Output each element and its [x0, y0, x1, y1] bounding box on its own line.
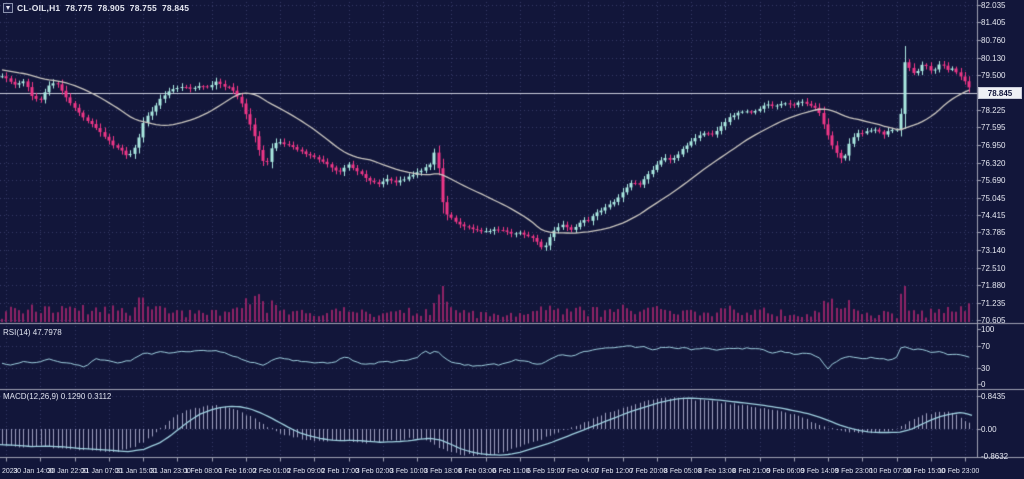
rsi-axis-label: 30 [981, 363, 990, 373]
macd-indicator-label: MACD(12,26,9) 0.1290 0.3112 [3, 392, 112, 401]
time-axis-label: 3 Feb 02:00 [355, 468, 394, 475]
rsi-axis-label: 70 [981, 341, 990, 351]
symbol-ohlc-header: CL-OIL,H1 78.775 78.905 78.755 78.845 [3, 2, 194, 13]
time-axis-label: 9 Feb 23:00 [835, 468, 873, 475]
price-axis-label: 71.880 [981, 280, 1006, 290]
time-axis-label: 30 Jan 2023 [0, 468, 18, 475]
time-axis-label: 9 Feb 06:00 [766, 468, 805, 475]
open-value: 78.775 [65, 2, 93, 13]
symbol-icon [3, 2, 13, 13]
time-axis-label: 10 Feb 23:00 [938, 468, 980, 475]
time-axis-label: 9 Feb 14:00 [801, 468, 839, 475]
price-axis-label: 73.140 [981, 246, 1006, 256]
time-axis-label: 31 Jan 07:00 [81, 468, 123, 475]
time-axis-label: 2 Feb 09:00 [287, 468, 325, 475]
low-value: 78.755 [129, 2, 157, 13]
price-axis-label: 77.595 [981, 123, 1006, 133]
time-axis-label: 2 Feb 17:00 [321, 468, 359, 475]
price-axis-label: 71.235 [981, 298, 1006, 308]
time-axis-label: 3 Feb 10:00 [390, 468, 428, 475]
price-axis-label: 76.950 [981, 141, 1006, 151]
rsi-indicator-label: RSI(14) 47.7978 [3, 328, 62, 337]
high-value: 78.905 [97, 2, 125, 13]
time-axis-label: 8 Feb 21:00 [732, 468, 770, 475]
time-axis-label: 2 Feb 01:00 [253, 468, 291, 475]
price-axis-label: 79.500 [981, 70, 1006, 80]
time-axis-label: 7 Feb 04:00 [561, 468, 599, 475]
macd-axis-label: 0.00 [981, 425, 997, 434]
price-axis-label: 74.415 [981, 211, 1006, 220]
time-axis-label: 30 Jan 22:00 [47, 468, 88, 475]
price-axis-label: 75.690 [981, 175, 1006, 185]
price-axis-label: 78.225 [981, 106, 1006, 115]
time-axis-label: 6 Feb 03:00 [458, 468, 496, 475]
rsi-axis-label: 0 [981, 380, 986, 389]
time-axis-label: 30 Jan 14:00 [13, 468, 54, 475]
symbol-timeframe-label: CL-OIL,H1 [17, 2, 61, 13]
time-axis-label: 7 Feb 12:00 [595, 468, 633, 475]
price-axis-label: 70.605 [981, 316, 1006, 325]
time-axis-label: 10 Feb 15:00 [903, 468, 946, 475]
close-value: 78.845 [161, 2, 190, 13]
price-axis-label: 76.320 [981, 158, 1006, 168]
rsi-axis-label: 100 [981, 325, 995, 334]
macd-axis-label: 0.8435 [981, 392, 1006, 402]
time-axis-label: 10 Feb 07:00 [869, 468, 911, 475]
time-axis-label: 1 Feb 08:00 [184, 468, 222, 475]
price-axis-label: 80.130 [981, 53, 1006, 63]
time-axis-label: 8 Feb 13:00 [698, 468, 736, 475]
price-axis-label: 75.045 [981, 193, 1006, 203]
time-axis-label: 6 Feb 11:00 [492, 468, 530, 475]
price-axis-label: 82.035 [981, 1, 1006, 10]
time-axis-label: 3 Feb 18:00 [424, 468, 462, 475]
time-axis-label: 6 Feb 19:00 [527, 468, 565, 475]
price-axis-label: 73.785 [981, 228, 1006, 238]
price-axis-label: 81.405 [981, 18, 1006, 28]
time-axis-label: 8 Feb 05:00 [664, 468, 702, 475]
time-axis-label: 31 Jan 15:00 [116, 468, 157, 475]
current-price-tag: 78.845 [978, 87, 1022, 99]
price-axis-label: 72.510 [981, 263, 1006, 273]
macd-axis-label: -0.8632 [981, 452, 1009, 461]
price-axis-label: 80.760 [981, 36, 1006, 46]
time-axis-label: 7 Feb 20:00 [629, 468, 668, 475]
time-axis-label: 31 Jan 23:00 [150, 468, 191, 475]
time-axis-label: 1 Feb 16:00 [218, 468, 257, 475]
